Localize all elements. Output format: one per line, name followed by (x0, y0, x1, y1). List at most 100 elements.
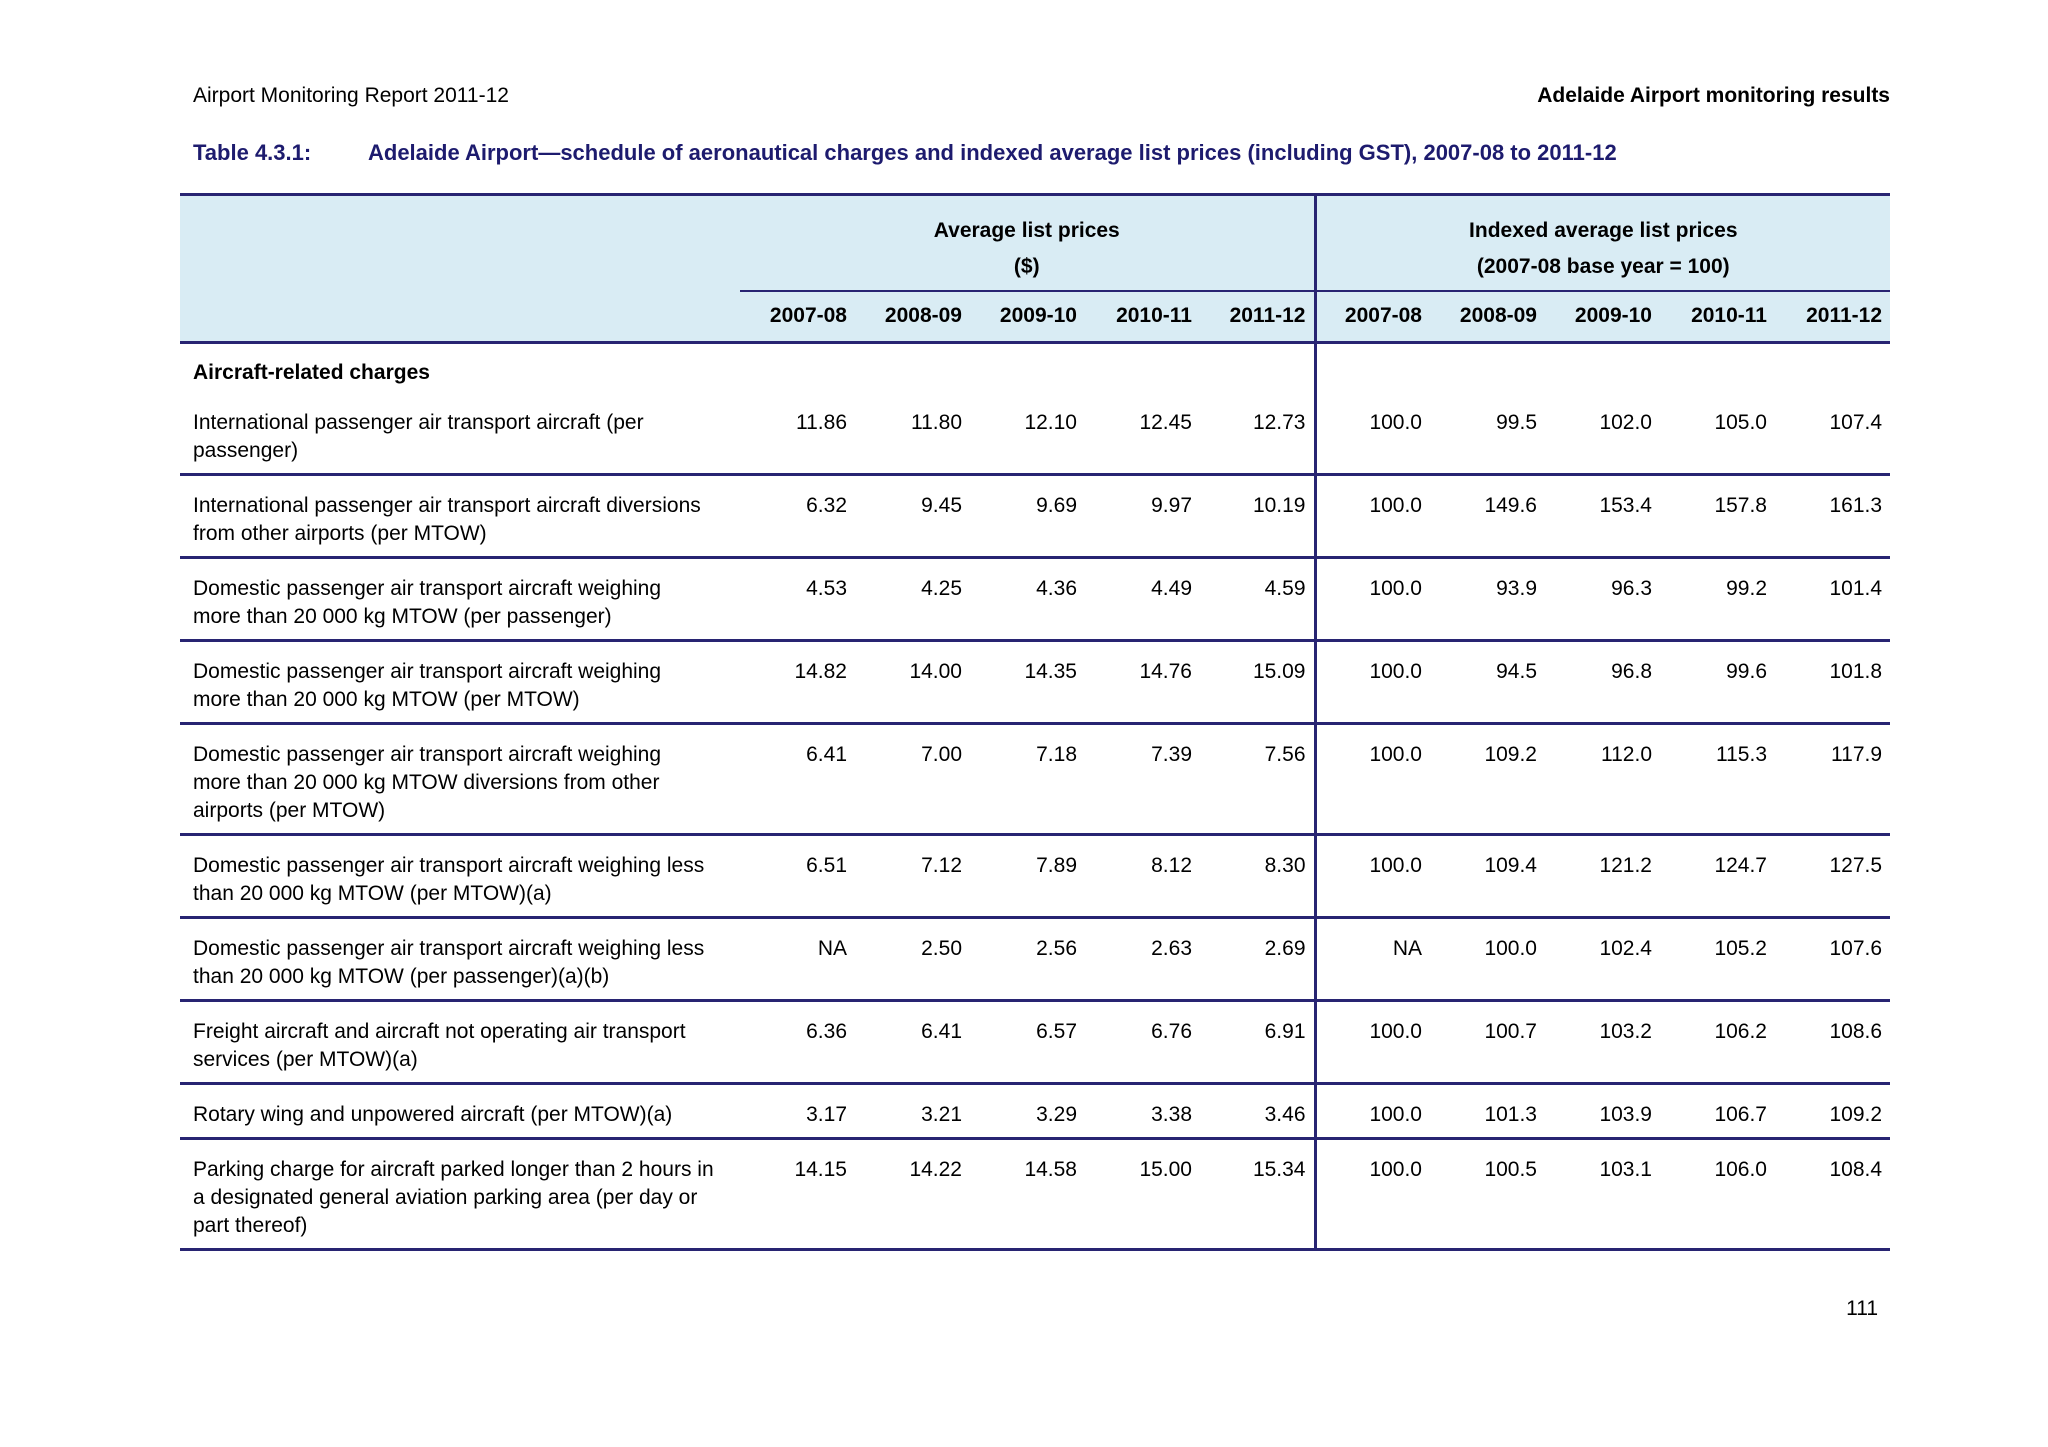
row-label: Domestic passenger air transport aircraf… (180, 723, 740, 836)
price-value-cell: 2.63 (1085, 917, 1200, 1002)
row-label: Freight aircraft and aircraft not operat… (180, 1000, 740, 1085)
index-value-cell: 149.6 (1430, 474, 1545, 559)
price-value-cell: 4.49 (1085, 557, 1200, 642)
price-value-cell: 6.76 (1085, 1000, 1200, 1085)
index-value-cell: 101.3 (1430, 1083, 1545, 1140)
row-label: International passenger air transport ai… (180, 393, 740, 476)
table-row: Domestic passenger air transport aircraf… (180, 557, 1891, 642)
empty-cell (855, 343, 970, 394)
year-header-row: 2007-08 2008-09 2009-10 2010-11 2011-12 2007-… (180, 291, 1891, 344)
price-value-cell: 6.36 (740, 1000, 855, 1085)
price-value-cell: 6.41 (855, 1000, 970, 1085)
index-value-cell: 100.0 (1313, 834, 1430, 919)
price-value-cell: 7.12 (855, 834, 970, 919)
year-column-header: 2008-09 (1430, 291, 1545, 344)
empty-cell (1200, 343, 1315, 394)
price-value-cell: 4.59 (1200, 557, 1315, 642)
index-value-cell: 94.5 (1430, 640, 1545, 725)
table-row: Domestic passenger air transport aircraf… (180, 640, 1891, 725)
header-corner-cell (180, 194, 740, 344)
group-title: Indexed average list prices (1469, 219, 1738, 242)
price-value-cell: 6.32 (740, 474, 855, 559)
index-value-cell: 121.2 (1545, 834, 1660, 919)
price-value-cell: 12.10 (970, 393, 1085, 476)
price-value-cell: 3.38 (1085, 1083, 1200, 1140)
index-value-cell: 103.2 (1545, 1000, 1660, 1085)
index-value-cell: 99.6 (1660, 640, 1775, 725)
empty-cell (1660, 343, 1775, 394)
year-column-header: 2011-12 (1200, 291, 1315, 344)
empty-cell (740, 343, 855, 394)
row-label: Parking charge for aircraft parked longe… (180, 1138, 740, 1251)
price-value-cell: 8.12 (1085, 834, 1200, 919)
price-value-cell: 3.46 (1200, 1083, 1315, 1140)
table-row: Freight aircraft and aircraft not operat… (180, 1000, 1891, 1085)
table-row: Parking charge for aircraft parked longe… (180, 1138, 1891, 1251)
price-value-cell: 14.00 (855, 640, 970, 725)
year-column-header: 2010-11 (1660, 291, 1775, 344)
index-value-cell: 100.0 (1313, 474, 1430, 559)
index-value-cell: 102.4 (1545, 917, 1660, 1002)
section-label: Aircraft-related charges (193, 361, 430, 384)
index-value-cell: 99.5 (1430, 393, 1545, 476)
table-number: Table 4.3.1: (193, 140, 312, 165)
table-caption-text: Adelaide Airport—schedule of aeronautica… (368, 140, 1617, 165)
group-header-row: Average list prices ($) Indexed average … (180, 194, 1891, 344)
price-value-cell: 7.00 (855, 723, 970, 836)
price-value-cell: 15.09 (1200, 640, 1315, 725)
empty-cell (1545, 343, 1660, 394)
price-value-cell: 14.76 (1085, 640, 1200, 725)
index-value-cell: 100.0 (1313, 1138, 1430, 1251)
price-value-cell: 14.58 (970, 1138, 1085, 1251)
row-label: Domestic passenger air transport aircraf… (180, 640, 740, 725)
price-value-cell: 14.35 (970, 640, 1085, 725)
index-value-cell: NA (1313, 917, 1430, 1002)
table-caption: Table 4.3.1: Adelaide Airport—schedule of… (193, 139, 1890, 167)
index-value-cell: 127.5 (1775, 834, 1891, 919)
row-label: Rotary wing and unpowered aircraft (per … (180, 1083, 740, 1140)
index-value-cell: 112.0 (1545, 723, 1660, 836)
price-value-cell: 3.17 (740, 1083, 855, 1140)
index-value-cell: 100.5 (1430, 1138, 1545, 1251)
price-value-cell: 3.29 (970, 1083, 1085, 1140)
price-value-cell: 6.41 (740, 723, 855, 836)
group-title: Average list prices (933, 219, 1120, 242)
empty-cell (1085, 343, 1200, 394)
price-value-cell: 4.36 (970, 557, 1085, 642)
price-value-cell: 9.97 (1085, 474, 1200, 559)
price-value-cell: 2.50 (855, 917, 970, 1002)
table-row: Domestic passenger air transport aircraf… (180, 917, 1891, 1002)
table-body: Aircraft-related charges International pa… (180, 342, 1891, 1251)
index-value-cell: 100.7 (1430, 1000, 1545, 1085)
index-value-cell: 100.0 (1430, 917, 1545, 1002)
index-value-cell: 93.9 (1430, 557, 1545, 642)
index-value-cell: 101.4 (1775, 557, 1891, 642)
running-header: Airport Monitoring Report 2011-12 Adelai… (193, 83, 1890, 109)
row-label: Domestic passenger air transport aircraf… (180, 834, 740, 919)
empty-cell (1430, 343, 1545, 394)
index-value-cell: 107.6 (1775, 917, 1891, 1002)
index-value-cell: 161.3 (1775, 474, 1891, 559)
index-value-cell: 96.3 (1545, 557, 1660, 642)
index-value-cell: 103.9 (1545, 1083, 1660, 1140)
price-value-cell: 11.86 (740, 393, 855, 476)
table-row: Domestic passenger air transport aircraf… (180, 834, 1891, 919)
year-column-header: 2011-12 (1775, 291, 1891, 344)
price-value-cell: 6.57 (970, 1000, 1085, 1085)
price-value-cell: 11.80 (855, 393, 970, 476)
index-value-cell: 100.0 (1313, 1000, 1430, 1085)
index-value-cell: 100.0 (1313, 557, 1430, 642)
price-value-cell: 15.00 (1085, 1138, 1200, 1251)
index-value-cell: 109.2 (1430, 723, 1545, 836)
year-column-header: 2010-11 (1085, 291, 1200, 344)
table-header: Average list prices ($) Indexed average … (180, 194, 1891, 344)
index-value-cell: 96.8 (1545, 640, 1660, 725)
page-number: 111 (1846, 1297, 1878, 1320)
price-value-cell: 9.69 (970, 474, 1085, 559)
index-value-cell: 117.9 (1775, 723, 1891, 836)
index-value-cell: 124.7 (1660, 834, 1775, 919)
price-value-cell: 7.18 (970, 723, 1085, 836)
index-value-cell: 100.0 (1313, 1083, 1430, 1140)
price-value-cell: 7.39 (1085, 723, 1200, 836)
